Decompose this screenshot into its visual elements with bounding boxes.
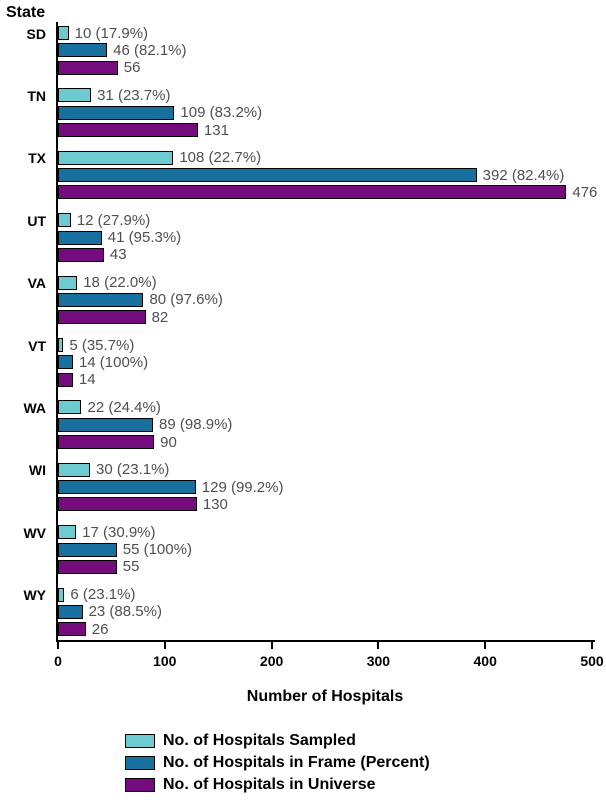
bar-value-label: 46 (82.1%) [113, 41, 187, 59]
bar-value-label: 476 [572, 183, 598, 201]
bar-value-label: 14 (100%) [78, 353, 149, 371]
bar-value-label: 30 (23.1%) [96, 461, 170, 479]
state-label: TX [28, 150, 46, 167]
state-label: WI [28, 462, 46, 479]
bar [58, 26, 69, 40]
legend-item: No. of Hospitals Sampled [125, 732, 430, 749]
bar [58, 462, 91, 477]
bar-value-label: 23 (88.5%) [88, 603, 162, 621]
bar [58, 542, 117, 557]
legend-swatch-universe [125, 778, 155, 792]
bar-value-label: 43 [109, 246, 127, 264]
x-tick-label: 400 [473, 653, 497, 669]
x-tick-label: 0 [54, 653, 62, 669]
bar [58, 355, 73, 370]
bar [58, 43, 108, 58]
bar [58, 60, 118, 75]
x-axis-line [56, 640, 595, 642]
bar-value-label: 6 (23.1%) [70, 586, 136, 604]
x-tick-label: 200 [259, 653, 284, 669]
bar-value-label: 129 (99.2%) [201, 478, 284, 496]
state-label: SD [26, 25, 46, 42]
y-axis-title: State [6, 4, 46, 21]
x-tick [57, 642, 59, 649]
bar-value-label: 109 (83.2%) [180, 104, 263, 122]
bar [58, 247, 104, 262]
state-label: VT [28, 337, 46, 354]
bar [58, 435, 155, 449]
bar-value-label: 26 [91, 620, 109, 638]
x-tick [591, 642, 593, 649]
bar-value-label: 55 [122, 558, 140, 576]
x-tick [484, 642, 487, 649]
legend-swatch-frame [125, 756, 155, 770]
state-label: WV [23, 524, 46, 541]
bar [58, 230, 102, 245]
bar [58, 525, 77, 540]
bar [58, 88, 92, 103]
bar [58, 497, 197, 512]
bar [58, 417, 154, 432]
state-label: TN [27, 87, 46, 104]
state-label: VA [27, 275, 46, 292]
x-axis: 0 100 200 300 400 500 [0, 640, 606, 680]
bar-value-label: 12 (27.9%) [76, 211, 151, 229]
bar-value-label: 17 (30.9%) [82, 523, 156, 541]
bar [58, 622, 86, 637]
bar-value-label: 56 [123, 59, 141, 77]
bar [58, 168, 477, 183]
bar-value-label: 89 (98.9%) [159, 416, 233, 434]
bar-value-label: 80 (97.6%) [149, 291, 223, 309]
legend-item: No. of Hospitals in Universe [125, 776, 430, 793]
state-label: WY [23, 587, 46, 604]
legend-item: No. of Hospitals in Frame (Percent) [125, 754, 430, 771]
y-axis-line [56, 22, 58, 642]
bar-value-label: 131 [203, 121, 229, 139]
bar-value-label: 31 (23.7%) [97, 86, 171, 104]
x-tick [163, 642, 166, 649]
legend-label: No. of Hospitals in Frame (Percent) [163, 754, 430, 771]
bar [58, 150, 174, 165]
bar-value-label: 90 [160, 433, 177, 451]
bar [58, 310, 146, 325]
x-tick-label: 100 [153, 653, 177, 669]
bar [58, 400, 82, 415]
x-tick-label: 300 [366, 653, 391, 669]
bar [58, 185, 567, 200]
bar-value-label: 392 (82.4%) [482, 166, 565, 184]
bar [58, 587, 65, 602]
bar-value-label: 5 (35.7%) [69, 336, 135, 354]
bar-value-label: 41 (95.3%) [107, 229, 182, 246]
bar [58, 338, 64, 352]
bar [58, 105, 175, 120]
bar-value-label: 82 [151, 308, 169, 326]
bar-value-label: 10 (17.9%) [74, 24, 149, 42]
bar [58, 372, 73, 387]
legend-label: No. of Hospitals in Universe [163, 776, 376, 793]
bar-value-label: 18 (22.0%) [83, 274, 157, 292]
bar [58, 480, 196, 495]
bar [58, 275, 78, 290]
bar-value-label: 22 (24.4%) [87, 398, 161, 416]
x-tick [270, 642, 273, 649]
plot-area: SD 10 (17.9%) 46 (82.1%) 56 TN 31 (23.7%) 109 … [23, 24, 598, 638]
bar [58, 292, 144, 307]
bar [58, 559, 117, 574]
bar [58, 213, 71, 228]
bar-value-label: 14 [78, 371, 96, 389]
bar-value-label: 55 (100%) [122, 541, 192, 558]
legend: No. of Hospitals Sampled No. of Hospitals… [125, 732, 430, 800]
x-tick [377, 642, 380, 649]
x-axis-title: Number of Hospitals [246, 688, 404, 705]
state-label: UT [27, 212, 46, 229]
x-tick-label: 500 [580, 653, 604, 669]
bar [58, 604, 83, 619]
bar-value-label: 130 [202, 495, 228, 513]
legend-label: No. of Hospitals Sampled [163, 732, 356, 749]
legend-swatch-sampled [125, 734, 155, 748]
bar-value-label: 108 (22.7%) [179, 149, 262, 167]
state-label: WA [23, 399, 46, 416]
bar [58, 123, 198, 137]
